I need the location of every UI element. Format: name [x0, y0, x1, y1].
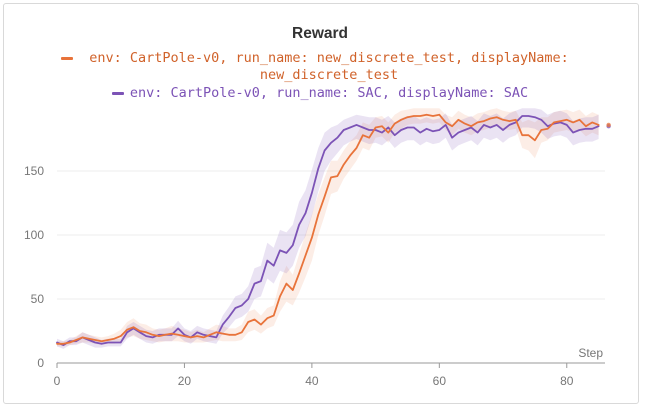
x-tick-label-0: 0 [54, 374, 61, 388]
legend-entry-new-discrete-test[interactable]: env: CartPole-v0, run_name: new_discrete… [0, 50, 640, 84]
x-tick-label-20: 20 [178, 374, 192, 388]
legend-swatch-purple [111, 91, 124, 95]
chart-panel [3, 3, 639, 404]
series-band-1 [57, 108, 599, 349]
legend-swatch-orange [61, 56, 73, 60]
y-tick-label-100: 100 [24, 228, 44, 242]
y-tick-label-150: 150 [24, 164, 44, 178]
legend-label-new-discrete-test: env: CartPole-v0, run_name: new_discrete… [89, 50, 569, 83]
series-band-0 [57, 108, 599, 347]
x-tick-label-80: 80 [560, 374, 574, 388]
legend-label-sac: env: CartPole-v0, run_name: SAC, display… [129, 85, 529, 101]
legend-entry-sac[interactable]: env: CartPole-v0, run_name: SAC, display… [0, 85, 640, 102]
x-tick-label-60: 60 [433, 374, 447, 388]
series-endpoint-0 [606, 122, 611, 128]
x-tick-label-40: 40 [305, 374, 319, 388]
x-axis-label: Step [578, 346, 603, 360]
series-line-0 [56, 113, 600, 345]
series-line-1 [56, 115, 600, 346]
y-tick-label-0: 0 [37, 356, 44, 370]
y-tick-label-50: 50 [31, 292, 45, 306]
chart-title: Reward [292, 25, 348, 42]
